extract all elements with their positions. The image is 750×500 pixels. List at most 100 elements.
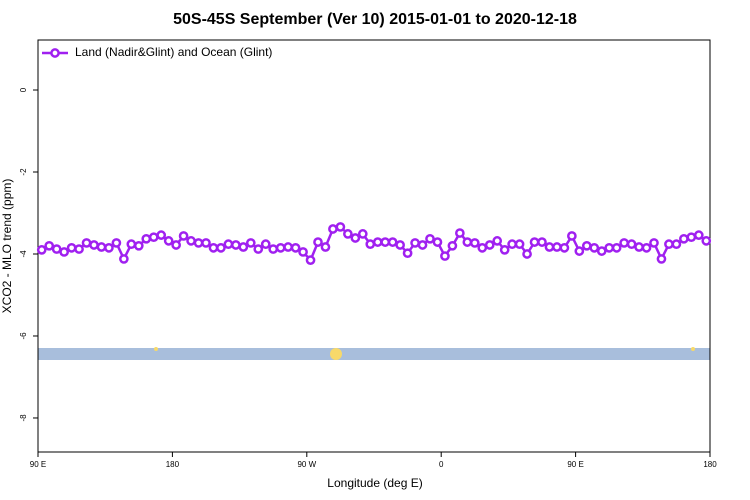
y-tick-label: -8 [19, 414, 28, 422]
point [104, 242, 114, 253]
point [268, 244, 279, 254]
point [567, 231, 577, 241]
point [537, 237, 547, 247]
point [216, 242, 226, 253]
x-tick-label: 180 [166, 460, 180, 469]
point [156, 230, 167, 240]
point [298, 247, 308, 257]
point [163, 236, 174, 246]
land-dot [691, 347, 695, 351]
point [596, 246, 607, 256]
point [499, 245, 510, 255]
land-dot [154, 347, 158, 351]
point [425, 233, 435, 244]
y-tick-label: -6 [19, 332, 28, 340]
point [679, 233, 689, 244]
point [119, 254, 129, 264]
point [335, 222, 346, 232]
point [320, 242, 331, 252]
point [253, 244, 264, 254]
point [126, 239, 137, 250]
point [410, 238, 420, 248]
x-tick-label: 90 E [567, 460, 583, 469]
y-tick-label: -2 [19, 168, 28, 176]
y-axis-label: XCO2 - MLO trend (ppm) [0, 179, 14, 314]
point [581, 240, 592, 251]
point [664, 239, 674, 250]
chart-title: 50S-45S September (Ver 10) 2015-01-01 to… [173, 11, 577, 28]
point [604, 242, 615, 253]
point [350, 233, 361, 243]
point [305, 255, 316, 265]
point [462, 237, 473, 247]
point [231, 240, 241, 250]
point [447, 240, 458, 251]
point [626, 239, 637, 250]
y-tick-label: -4 [19, 250, 28, 258]
point [380, 237, 391, 247]
point [552, 242, 562, 252]
point [81, 238, 92, 248]
point [641, 242, 652, 253]
legend-label: Land (Nadir&Glint) and Ocean (Glint) [75, 45, 272, 59]
point [559, 242, 570, 253]
x-axis-label: Longitude (deg E) [327, 476, 422, 490]
point [313, 237, 323, 247]
point [529, 237, 540, 247]
point [59, 247, 69, 257]
point [44, 240, 55, 251]
point [66, 242, 77, 253]
point [260, 239, 271, 250]
point [574, 246, 585, 256]
point [372, 237, 383, 247]
plot-frame [37, 39, 711, 453]
point [148, 232, 159, 243]
point [186, 236, 196, 246]
point [290, 242, 301, 253]
point [328, 224, 338, 234]
point [514, 239, 525, 250]
point [492, 236, 503, 246]
point [141, 233, 152, 244]
point [507, 239, 517, 250]
land-band [38, 348, 710, 360]
point [96, 242, 107, 252]
point [36, 245, 47, 255]
point [283, 242, 293, 252]
point [432, 237, 443, 247]
point [477, 242, 488, 253]
point [201, 238, 211, 248]
point [440, 251, 450, 261]
point [111, 238, 122, 248]
point [455, 228, 465, 238]
x-tick-label: 90 W [297, 460, 316, 469]
x-tick-label: 180 [703, 460, 717, 469]
point [701, 236, 712, 246]
point [133, 240, 144, 251]
point [484, 240, 495, 250]
y-tick-label: 0 [19, 87, 28, 92]
point [89, 240, 99, 250]
point [74, 244, 84, 254]
point [693, 230, 704, 240]
point [357, 229, 368, 239]
x-tick-label: 0 [439, 460, 444, 469]
point [343, 229, 353, 239]
point [275, 242, 286, 253]
point [589, 242, 600, 253]
point [634, 242, 644, 252]
point [544, 242, 555, 252]
point [238, 242, 249, 252]
point [686, 232, 697, 243]
land-dot [330, 348, 342, 360]
point [395, 240, 405, 250]
point [611, 242, 622, 253]
point [171, 240, 181, 250]
point [178, 231, 189, 241]
point [522, 249, 532, 259]
point [387, 237, 398, 247]
point [649, 238, 659, 248]
x-tick-label: 90 E [30, 460, 46, 469]
point [402, 248, 413, 259]
